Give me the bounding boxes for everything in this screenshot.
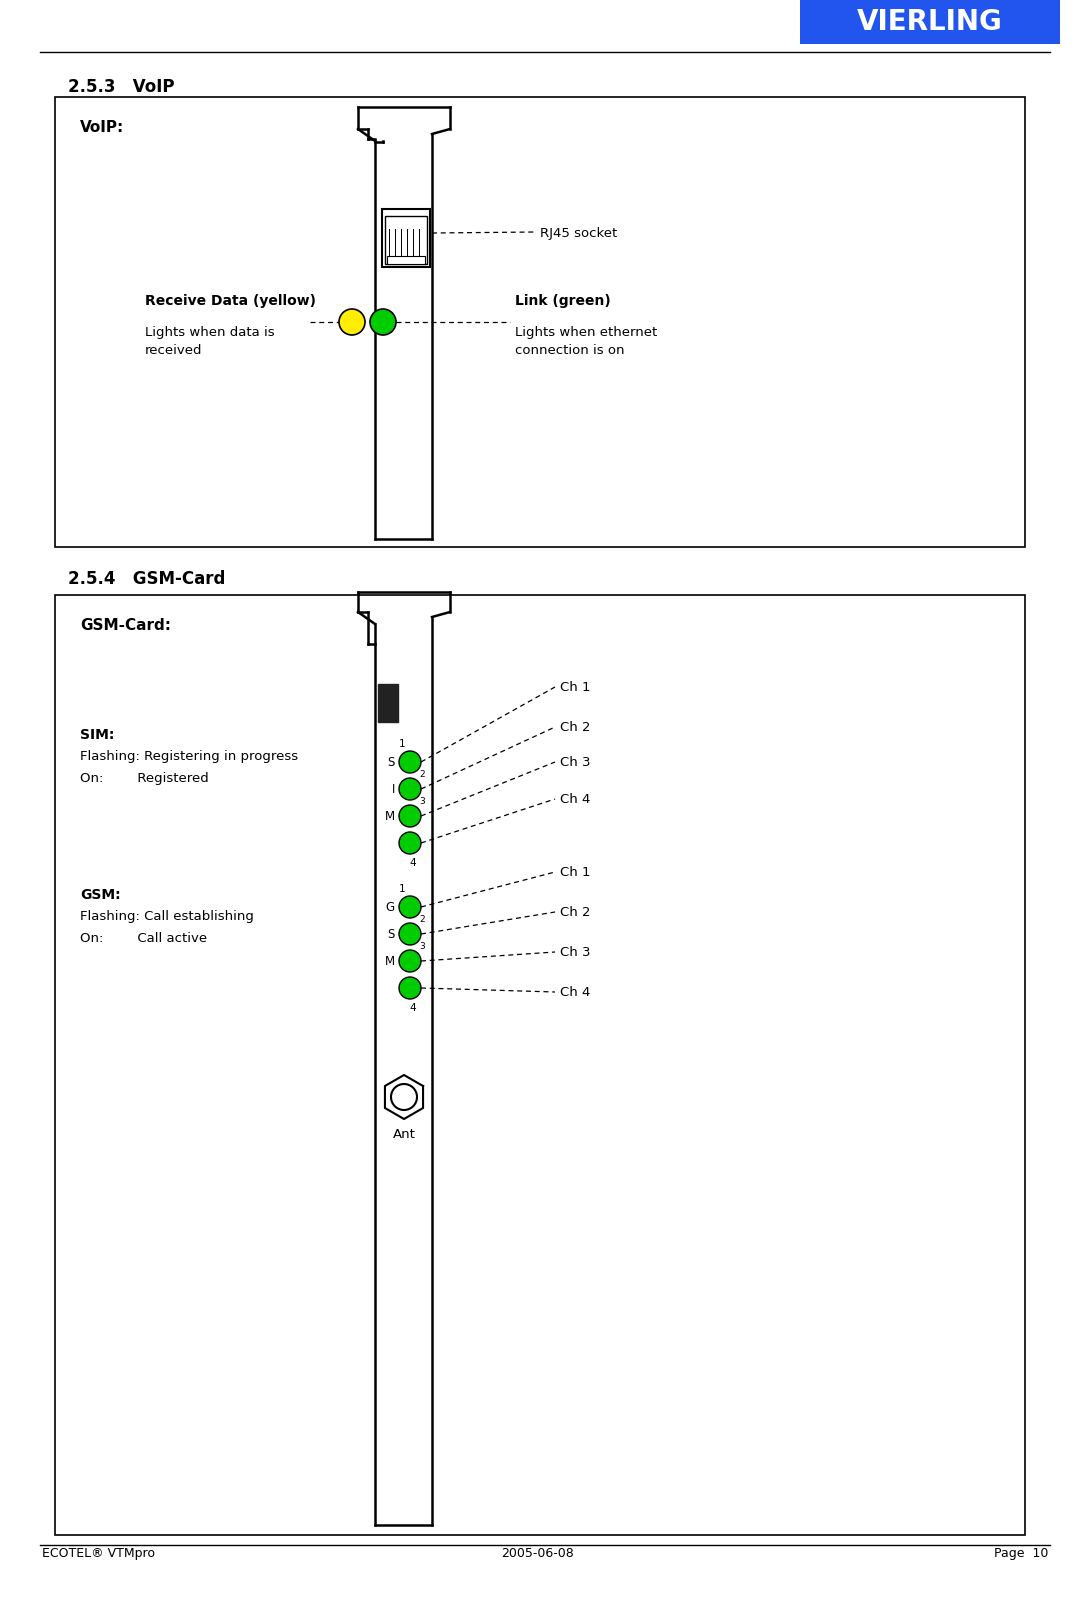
Text: 1: 1 bbox=[399, 884, 406, 893]
Text: Lights when data is
received: Lights when data is received bbox=[145, 326, 274, 357]
Text: Flashing: Call establishing: Flashing: Call establishing bbox=[80, 910, 254, 922]
Text: Ch 4: Ch 4 bbox=[560, 985, 591, 1000]
Text: GSM:: GSM: bbox=[80, 887, 121, 902]
Text: Ch 1: Ch 1 bbox=[560, 866, 591, 879]
Text: GSM-Card:: GSM-Card: bbox=[80, 617, 171, 633]
Text: On:        Registered: On: Registered bbox=[80, 771, 209, 784]
Text: S: S bbox=[387, 755, 395, 770]
Text: Ch 1: Ch 1 bbox=[560, 681, 591, 694]
Circle shape bbox=[399, 778, 421, 800]
Text: 3: 3 bbox=[419, 942, 425, 950]
Text: Ch 2: Ch 2 bbox=[560, 906, 591, 919]
Text: 2.5.4   GSM-Card: 2.5.4 GSM-Card bbox=[68, 569, 225, 588]
Text: ECOTEL® VTMpro: ECOTEL® VTMpro bbox=[42, 1546, 155, 1559]
Text: 2: 2 bbox=[419, 914, 425, 924]
Text: M: M bbox=[385, 810, 395, 823]
Text: G: G bbox=[386, 902, 395, 914]
Circle shape bbox=[399, 805, 421, 828]
Circle shape bbox=[391, 1085, 417, 1110]
Text: 1: 1 bbox=[399, 739, 406, 749]
Text: SIM:: SIM: bbox=[80, 728, 114, 741]
Text: VIERLING: VIERLING bbox=[858, 8, 1003, 37]
Text: S: S bbox=[387, 927, 395, 942]
Text: M: M bbox=[385, 955, 395, 967]
Text: I: I bbox=[392, 783, 395, 795]
Text: Receive Data (yellow): Receive Data (yellow) bbox=[145, 294, 316, 309]
Text: 2.5.3   VoIP: 2.5.3 VoIP bbox=[68, 79, 174, 96]
Text: Ch 2: Ch 2 bbox=[560, 722, 591, 734]
Bar bbox=[55, 98, 1025, 548]
Bar bbox=[382, 211, 430, 268]
Text: 3: 3 bbox=[419, 797, 425, 805]
Text: Page  10: Page 10 bbox=[993, 1546, 1048, 1559]
Circle shape bbox=[339, 310, 365, 336]
Bar bbox=[55, 596, 1025, 1535]
Text: On:        Call active: On: Call active bbox=[80, 932, 207, 945]
Circle shape bbox=[370, 310, 396, 336]
Bar bbox=[385, 217, 427, 265]
Text: Link (green): Link (green) bbox=[515, 294, 611, 309]
Circle shape bbox=[399, 950, 421, 972]
Bar bbox=[387, 257, 425, 265]
Text: 4: 4 bbox=[410, 858, 416, 868]
Text: Lights when ethernet
connection is on: Lights when ethernet connection is on bbox=[515, 326, 657, 357]
Text: Ant: Ant bbox=[393, 1127, 415, 1141]
Text: Ch 4: Ch 4 bbox=[560, 792, 591, 807]
Text: RJ45 socket: RJ45 socket bbox=[540, 227, 618, 239]
Circle shape bbox=[399, 977, 421, 1000]
Text: 4: 4 bbox=[410, 1003, 416, 1012]
Text: Ch 3: Ch 3 bbox=[560, 755, 591, 770]
Bar bbox=[378, 685, 398, 723]
Text: 2: 2 bbox=[419, 770, 425, 778]
Text: 2005-06-08: 2005-06-08 bbox=[501, 1546, 575, 1559]
Text: VoIP:: VoIP: bbox=[80, 121, 124, 135]
Circle shape bbox=[399, 924, 421, 945]
Text: Flashing: Registering in progress: Flashing: Registering in progress bbox=[80, 749, 298, 763]
Bar bbox=[799, 0, 1060, 45]
Circle shape bbox=[399, 897, 421, 919]
Circle shape bbox=[399, 832, 421, 855]
Text: Ch 3: Ch 3 bbox=[560, 947, 591, 959]
Circle shape bbox=[399, 752, 421, 773]
